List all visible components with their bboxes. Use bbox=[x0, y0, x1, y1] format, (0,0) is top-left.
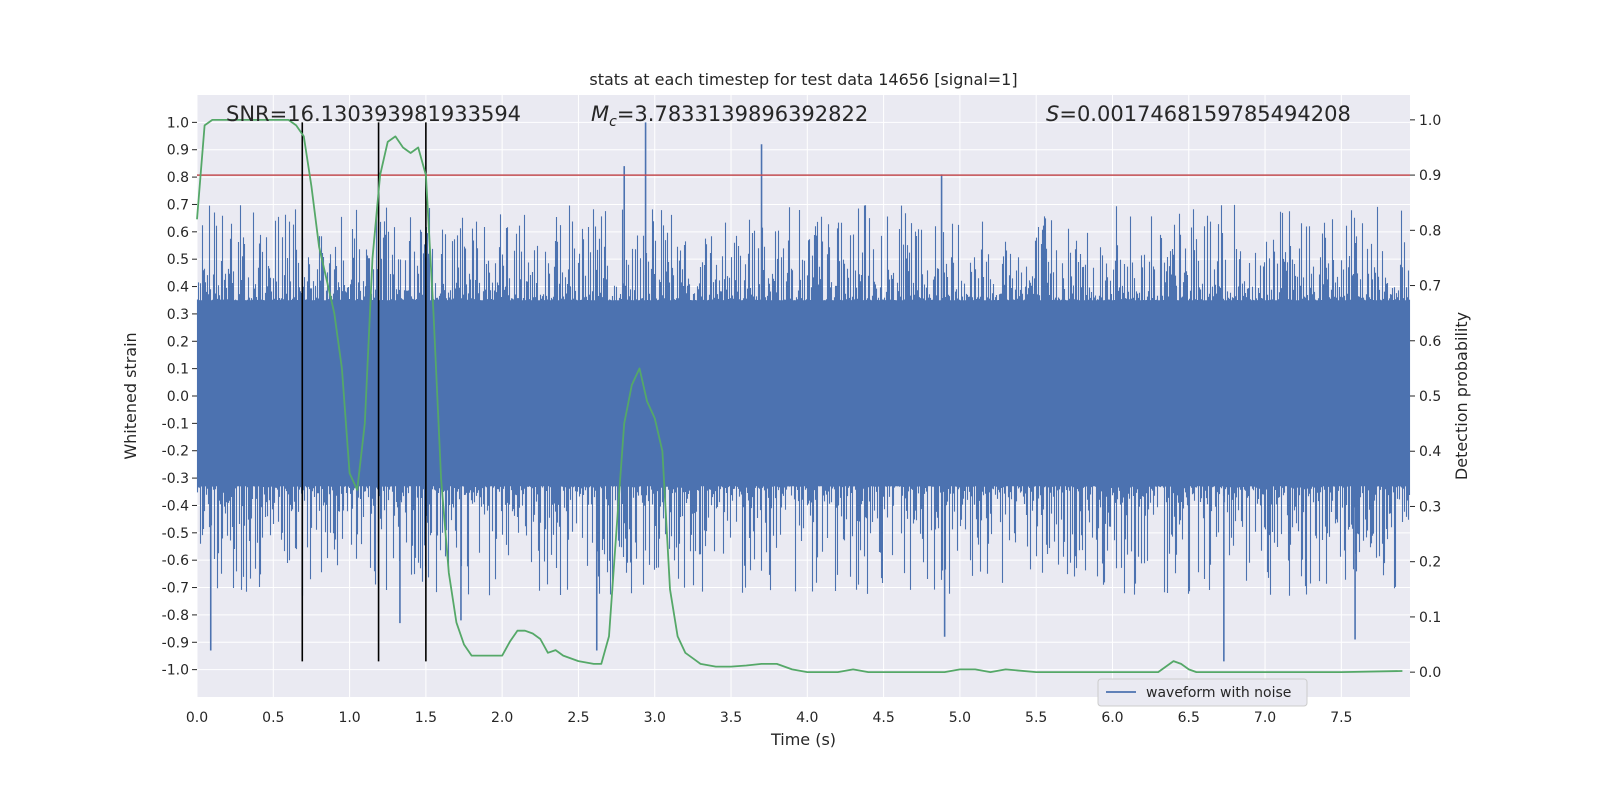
y-tick-label: 0.2 bbox=[167, 334, 189, 350]
legend: waveform with noise bbox=[1097, 678, 1308, 707]
snr-annotation: SNR=16.130393981933594 bbox=[226, 102, 521, 126]
y-tick-label: -0.6 bbox=[162, 553, 189, 569]
x-tick-label: 2.5 bbox=[567, 710, 589, 726]
x-tick-label: 0.0 bbox=[186, 710, 208, 726]
detection-probability-line bbox=[196, 119, 1403, 673]
y-tick-label: 0.5 bbox=[167, 252, 189, 268]
x-tick-label: 4.0 bbox=[796, 710, 818, 726]
y2-axis-ticks: 1.0 0.9 0.8 0.7 0.6 0.5 0.4 0.3 0.2 0.1 0.0 bbox=[1410, 113, 1441, 681]
x-axis-label: Time (s) bbox=[770, 730, 836, 749]
s-symbol: S bbox=[1046, 102, 1059, 126]
chirp-mass-annotation: Mc=3.7833139896392822 bbox=[591, 102, 868, 130]
x-tick-label: 3.5 bbox=[720, 710, 742, 726]
x-tick-label: 0.5 bbox=[262, 710, 284, 726]
y-tick-label: -0.2 bbox=[162, 444, 189, 460]
legend-label: waveform with noise bbox=[1146, 685, 1291, 701]
x-tick-label: 2.0 bbox=[491, 710, 513, 726]
y-tick-label: 0.3 bbox=[167, 307, 189, 323]
y-tick-label: -0.1 bbox=[162, 416, 189, 432]
x-axis-ticks: 0.0 0.5 1.0 1.5 2.0 2.5 3.0 3.5 4.0 4.5 5.0 5.5 6.0 6… bbox=[186, 710, 1353, 726]
y2-tick-label: 0.7 bbox=[1419, 279, 1441, 295]
y-tick-label: -0.4 bbox=[162, 498, 189, 514]
y-tick-label: 0.7 bbox=[167, 197, 189, 213]
x-tick-label: 6.0 bbox=[1101, 710, 1123, 726]
s-value: =0.0017468159785494208 bbox=[1059, 102, 1351, 126]
y2-tick-label: 0.4 bbox=[1419, 444, 1441, 460]
y2-tick-label: 0.8 bbox=[1419, 223, 1441, 239]
marker-lines bbox=[301, 122, 427, 662]
y2-tick-label: 0.6 bbox=[1419, 334, 1441, 350]
y-tick-label: -0.5 bbox=[162, 526, 189, 542]
y2-tick-label: 0.2 bbox=[1419, 555, 1441, 571]
y-tick-label: -0.8 bbox=[162, 608, 189, 624]
y2-tick-label: 0.1 bbox=[1419, 610, 1441, 626]
y2-tick-label: 0.5 bbox=[1419, 389, 1441, 405]
x-tick-label: 3.0 bbox=[644, 710, 666, 726]
chart-title: stats at each timestep for test data 146… bbox=[589, 70, 1017, 89]
y2-tick-label: 0.0 bbox=[1419, 665, 1441, 681]
mc-symbol: M bbox=[591, 102, 609, 126]
y-tick-label: 0.4 bbox=[167, 280, 189, 296]
y-tick-label: 1.0 bbox=[167, 115, 189, 131]
y-tick-label: -0.7 bbox=[162, 581, 189, 597]
waveform-series bbox=[196, 122, 1411, 662]
x-tick-label: 4.5 bbox=[872, 710, 894, 726]
y-tick-label: 0.8 bbox=[167, 170, 189, 186]
y-tick-label: 0.0 bbox=[167, 389, 189, 405]
x-tick-label: 1.0 bbox=[338, 710, 360, 726]
waveform-trace bbox=[196, 204, 1411, 596]
y2-tick-label: 1.0 bbox=[1419, 113, 1441, 129]
x-tick-label: 1.5 bbox=[415, 710, 437, 726]
y-tick-label: -0.3 bbox=[162, 471, 189, 487]
y-tick-label: 0.1 bbox=[167, 362, 189, 378]
mc-subscript: c bbox=[609, 114, 617, 130]
y2-tick-label: 0.9 bbox=[1419, 168, 1441, 184]
x-tick-label: 5.5 bbox=[1025, 710, 1047, 726]
y-tick-label: -1.0 bbox=[162, 663, 189, 679]
x-tick-label: 5.0 bbox=[949, 710, 971, 726]
x-tick-label: 6.5 bbox=[1178, 710, 1200, 726]
s-annotation: S=0.0017468159785494208 bbox=[1046, 102, 1351, 126]
x-tick-label: 7.0 bbox=[1254, 710, 1276, 726]
y-tick-label: -0.9 bbox=[162, 635, 189, 651]
y2-tick-label: 0.3 bbox=[1419, 499, 1441, 515]
y-tick-label: 0.6 bbox=[167, 225, 189, 241]
y2-axis-label: Detection probability bbox=[1452, 312, 1471, 480]
y-tick-label: 0.9 bbox=[167, 143, 189, 159]
y-axis-label: Whitened strain bbox=[121, 332, 140, 459]
x-tick-label: 7.5 bbox=[1330, 710, 1352, 726]
mc-value: =3.7833139896392822 bbox=[617, 102, 868, 126]
y-axis-ticks: 1.0 0.9 0.8 0.7 0.6 0.5 0.4 0.3 0.2 0.1 0.0 -0.1 -0.… bbox=[162, 115, 197, 679]
legend-box bbox=[1097, 678, 1308, 707]
